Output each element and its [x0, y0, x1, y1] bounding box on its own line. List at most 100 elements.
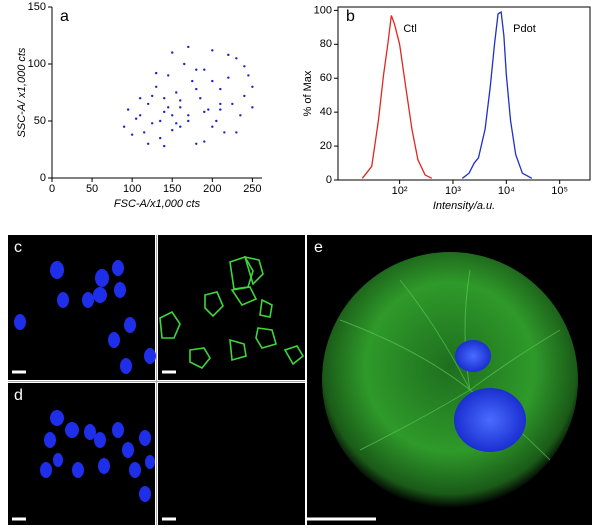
- point: [223, 131, 226, 134]
- point: [179, 106, 182, 109]
- point: [163, 110, 166, 114]
- point: [130, 133, 134, 136]
- point: [154, 85, 158, 89]
- point: [195, 87, 198, 91]
- x-tick-label: 0: [49, 183, 55, 195]
- y-tick-label: 50: [34, 115, 46, 127]
- point: [239, 114, 242, 117]
- panel-label: c: [14, 239, 22, 256]
- point: [163, 144, 166, 148]
- nucleus-e: [454, 388, 526, 452]
- x-tick-label: 10²: [392, 185, 408, 197]
- point: [243, 65, 246, 68]
- scale-bars: [12, 370, 376, 521]
- point: [207, 108, 210, 111]
- point: [159, 119, 162, 123]
- line: [361, 15, 433, 179]
- plot-frame: [337, 6, 591, 181]
- point: [179, 125, 182, 128]
- point: [211, 49, 214, 52]
- point: [163, 97, 166, 100]
- x-tick-label: 250: [243, 183, 261, 195]
- point: [154, 71, 158, 75]
- point: [126, 108, 130, 111]
- point: [195, 68, 198, 71]
- y-tick-label: 0: [40, 172, 46, 184]
- nuclei-d: [40, 410, 155, 502]
- panel-label: a: [60, 8, 69, 25]
- point: [203, 140, 206, 143]
- point: [215, 119, 218, 123]
- y-tick-label: 80: [320, 38, 332, 50]
- y-tick-label: 60: [320, 72, 332, 84]
- y-tick-label: 20: [320, 140, 332, 152]
- point: [138, 114, 142, 117]
- point: [171, 114, 174, 117]
- point: [251, 106, 254, 109]
- cell-e: [322, 252, 578, 508]
- point: [211, 79, 214, 83]
- series-label: Pdot: [513, 23, 536, 35]
- nuclei-c: [14, 260, 156, 374]
- point: [150, 94, 154, 98]
- point: [138, 97, 142, 100]
- nucleus-e: [455, 340, 491, 372]
- point: [134, 117, 138, 120]
- point: [150, 122, 154, 125]
- panel-label: e: [314, 239, 323, 256]
- point: [203, 110, 206, 114]
- point: [187, 114, 190, 117]
- y-tick-label: 100: [314, 4, 332, 16]
- point: [171, 51, 174, 54]
- point: [247, 74, 250, 77]
- x-tick-label: 10⁴: [498, 185, 515, 197]
- y-tick-label: 100: [28, 58, 46, 70]
- membranes-c: [159, 255, 305, 370]
- x-tick-label: 10⁵: [551, 185, 568, 197]
- point: [175, 91, 178, 94]
- panel-label: b: [346, 8, 355, 25]
- y-tick-label: 40: [320, 106, 332, 118]
- point: [227, 53, 230, 57]
- point: [199, 97, 202, 100]
- point: [243, 94, 246, 98]
- x-tick-label: 150: [163, 183, 181, 195]
- line: [461, 11, 533, 179]
- x-tick-label: 200: [203, 183, 221, 195]
- x-tick-label: 50: [86, 183, 98, 195]
- point: [227, 76, 230, 79]
- point: [187, 45, 190, 49]
- point: [183, 62, 186, 66]
- y-tick-label: 150: [28, 1, 46, 13]
- point: [142, 131, 146, 134]
- point: [191, 79, 194, 83]
- point: [235, 131, 238, 134]
- point: [122, 125, 126, 128]
- x-axis-label: Intensity/a.u.: [433, 200, 495, 212]
- point: [167, 74, 170, 77]
- point: [219, 108, 222, 111]
- point: [195, 142, 198, 145]
- x-tick-label: 10³: [445, 185, 461, 197]
- panel-label: d: [14, 387, 23, 404]
- image-d-pdot: [158, 383, 305, 525]
- point: [219, 102, 222, 106]
- point: [235, 57, 238, 60]
- point: [175, 122, 178, 125]
- point: [211, 125, 214, 128]
- point: [167, 106, 170, 109]
- point: [171, 128, 174, 132]
- x-axis-label: FSC-A/x1,000 cts: [114, 198, 201, 210]
- y-axis-label: SSC-A/ x1,000 cts: [16, 47, 28, 137]
- x-tick-label: 100: [123, 183, 141, 195]
- point: [146, 142, 150, 145]
- point: [203, 68, 206, 71]
- y-axis-label: % of Max: [302, 70, 314, 116]
- point: [231, 102, 234, 106]
- point: [219, 87, 222, 91]
- point: [179, 99, 182, 102]
- point: [159, 136, 162, 140]
- micrographs: c d e: [8, 235, 592, 525]
- point: [146, 102, 150, 106]
